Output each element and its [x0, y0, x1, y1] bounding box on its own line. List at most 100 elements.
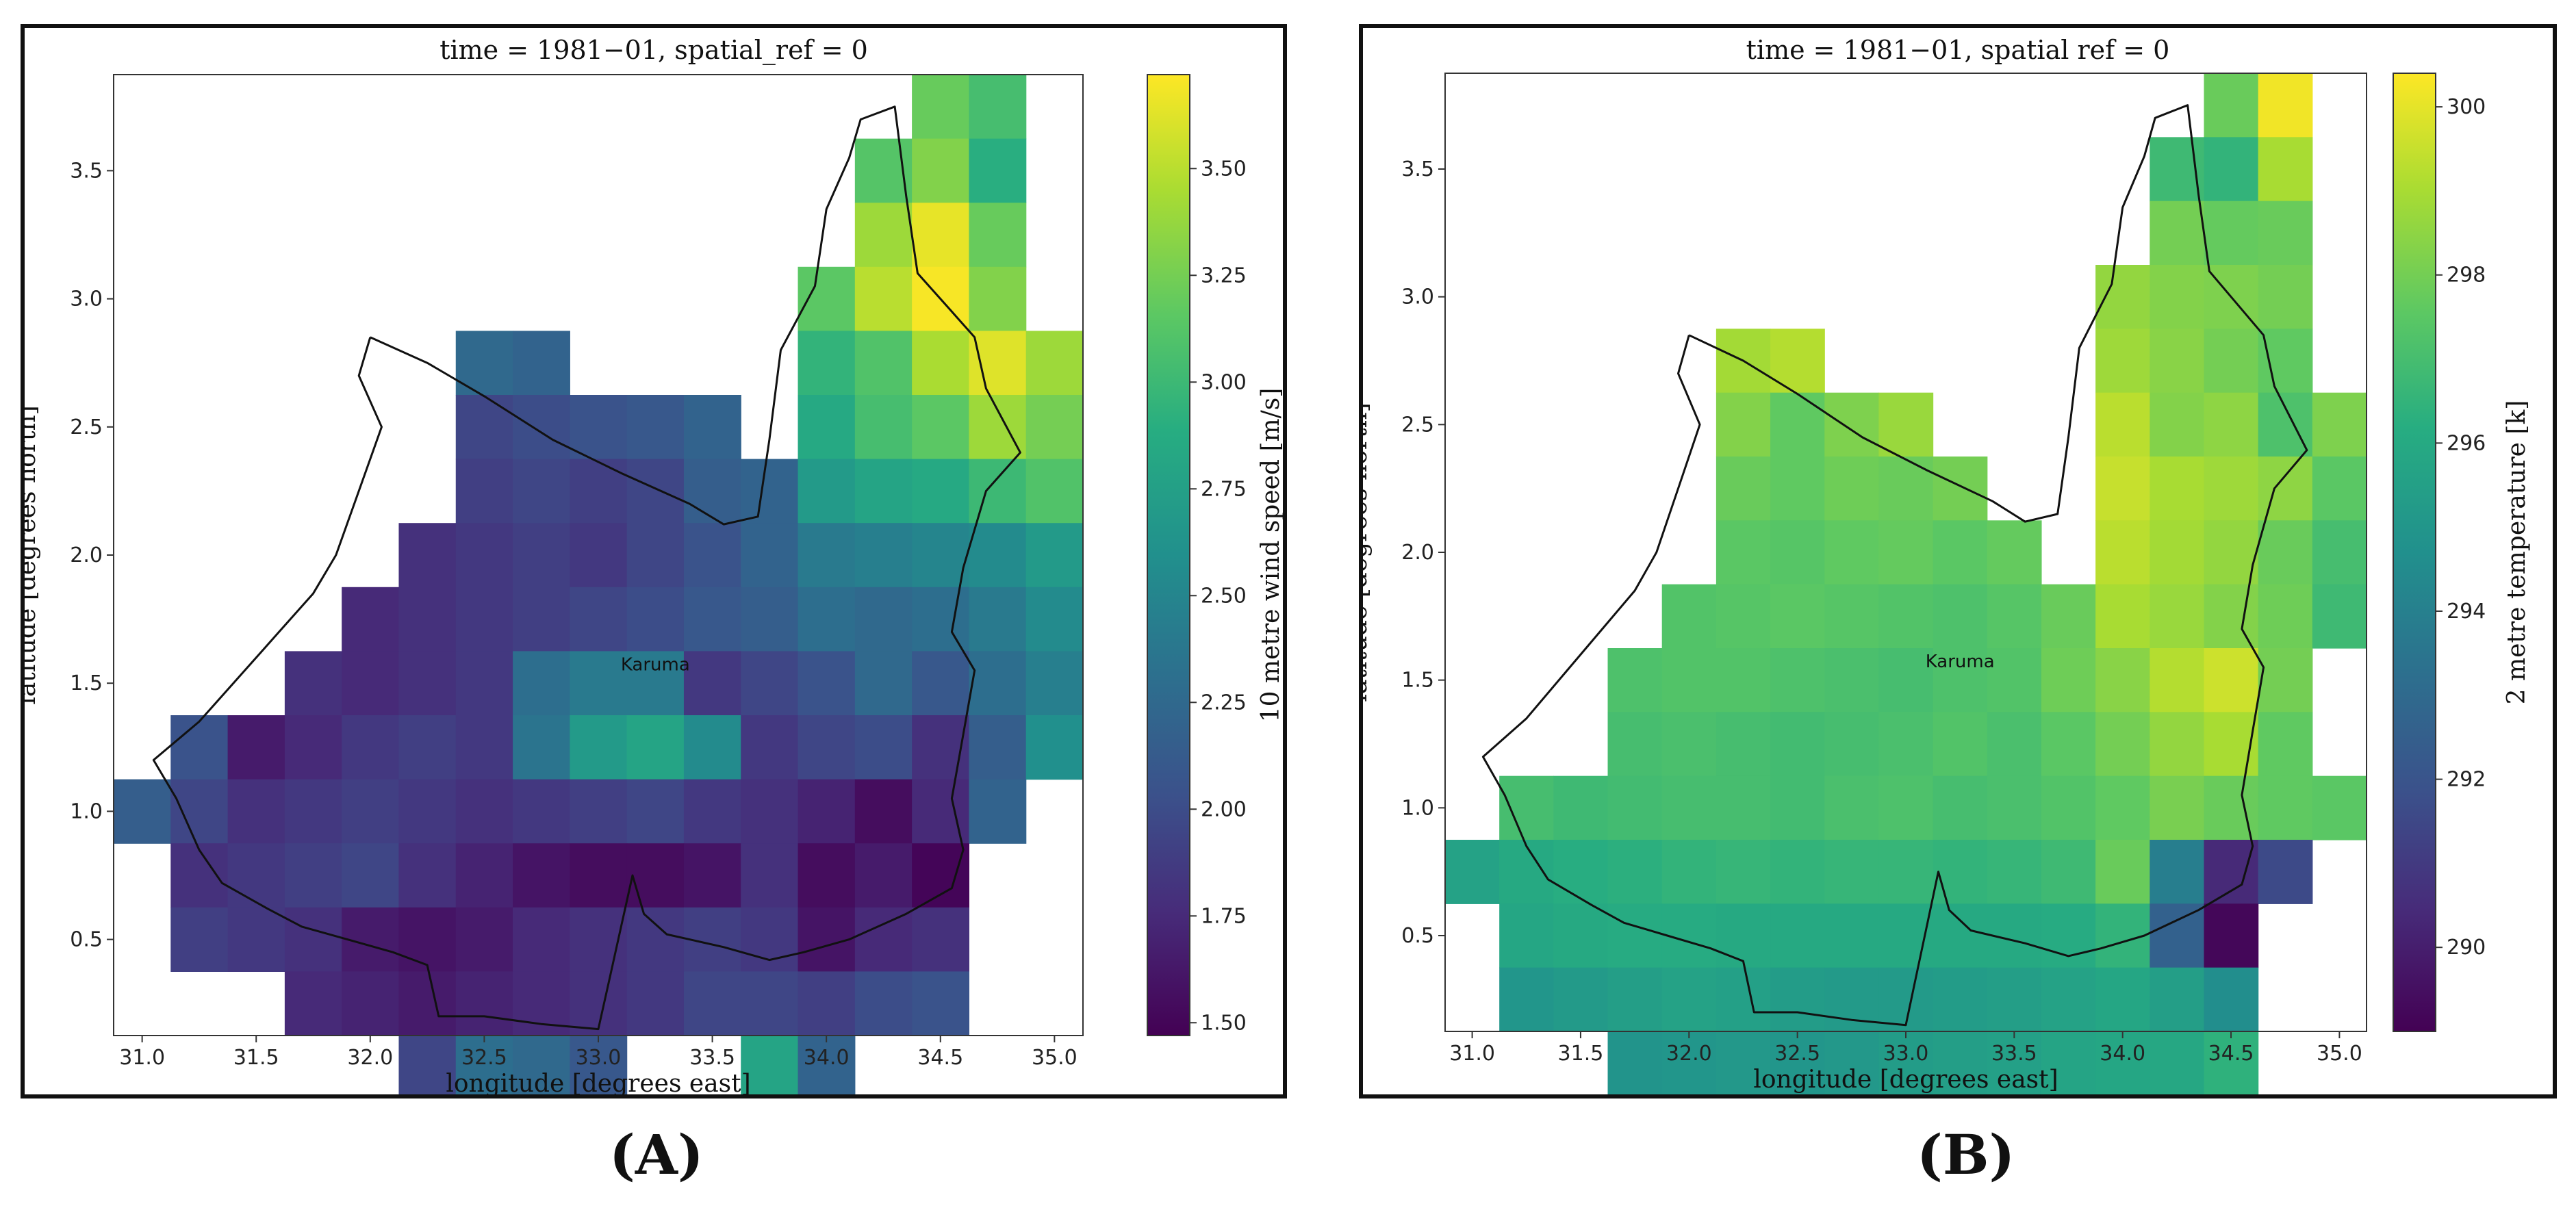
heat-cell [854, 395, 913, 460]
heat-cell [1824, 520, 1880, 585]
heat-cell [2150, 265, 2205, 329]
heat-cell [1661, 775, 1717, 840]
y-tick-label: 2.5 [70, 415, 103, 439]
heat-cell [1607, 648, 1663, 712]
heat-cell [1987, 712, 2042, 777]
heat-cell [2204, 903, 2259, 968]
heat-cell [398, 523, 457, 588]
heat-cell [1933, 520, 1988, 585]
heat-cell [2041, 648, 2096, 712]
colorbar-tick-label: 300 [2447, 95, 2486, 119]
panel-b-frame: time = 1981−01, spatial ref = 0 Karuma 31… [1359, 24, 2557, 1098]
heat-cell [912, 75, 970, 140]
heat-cell [1770, 840, 1825, 904]
heat-cell [912, 715, 970, 780]
heat-cell [1770, 775, 1825, 840]
heat-cell [912, 907, 970, 972]
heat-cell [342, 779, 400, 844]
heat-cell [1987, 967, 2042, 1032]
heat-cell [1878, 392, 1934, 457]
y-axis-label: latitude [degrees north] [25, 405, 41, 704]
heat-cell [284, 971, 342, 1036]
heat-cell [1716, 840, 1771, 904]
heat-cell [1878, 840, 1934, 904]
heat-cell [2312, 584, 2367, 649]
colorbar-tick-label: 290 [2447, 936, 2486, 960]
heat-cell [2258, 648, 2313, 712]
heat-cell [798, 651, 856, 716]
colorbar-tick-label: 1.50 [1201, 1011, 1247, 1035]
heat-cell [1824, 712, 1880, 777]
heat-cell [798, 779, 856, 844]
heat-cell [969, 138, 1027, 203]
heat-cell [2312, 457, 2367, 521]
heat-cell [455, 587, 513, 652]
heat-cell [798, 1036, 856, 1094]
heat-cell [2041, 1031, 2096, 1094]
colorbar-tick-label: 2.00 [1201, 797, 1247, 821]
heat-cell [1716, 967, 1771, 1032]
heat-cell [2258, 329, 2313, 394]
heat-cell [683, 523, 741, 588]
heat-cell [513, 843, 570, 908]
heat-cell [1878, 457, 1934, 521]
heat-cell [2204, 840, 2259, 904]
place-label-karuma: Karuma [621, 654, 690, 675]
cells-0 [114, 75, 1084, 1094]
heat-cell [2258, 265, 2313, 329]
heat-cell [912, 971, 970, 1036]
heat-cell [1553, 840, 1609, 904]
heat-cell [342, 587, 400, 652]
x-tick-label: 32.5 [461, 1046, 507, 1070]
heat-cell [513, 331, 570, 396]
heat-cell [2095, 329, 2150, 394]
heat-cell [626, 779, 685, 844]
heat-cell [2150, 201, 2205, 266]
heat-cell [1661, 712, 1717, 777]
heat-cell [513, 779, 570, 844]
heat-cell [1878, 648, 1934, 712]
heat-cell [1878, 584, 1934, 649]
heat-cell [1607, 967, 1663, 1032]
heat-cell [2258, 775, 2313, 840]
heat-cell [2204, 520, 2259, 585]
heat-cell [683, 779, 741, 844]
heat-cell [1824, 775, 1880, 840]
heat-cell [1933, 1031, 1988, 1094]
heat-cell [854, 203, 913, 268]
heat-cell [398, 907, 457, 972]
heat-cell [570, 651, 628, 716]
heat-cell [798, 971, 856, 1036]
heat-cell [626, 651, 685, 716]
heat-cell [854, 779, 913, 844]
heat-cell [2150, 648, 2205, 712]
heat-cell [513, 715, 570, 780]
heat-cell [683, 843, 741, 908]
x-tick-label: 31.0 [1449, 1042, 1495, 1066]
heat-cell [455, 907, 513, 972]
heat-cell [1716, 584, 1771, 649]
heat-cell [2204, 329, 2259, 394]
x-tick-label: 31.5 [233, 1046, 279, 1070]
heat-cell [342, 651, 400, 716]
heat-cell [741, 459, 799, 524]
heat-cell [854, 523, 913, 588]
heat-cell [1878, 1031, 1934, 1094]
heat-cell [1661, 1031, 1717, 1094]
heat-cell [1445, 840, 1500, 904]
colorbar-tick-label: 1.75 [1201, 904, 1247, 928]
heat-cell [570, 459, 628, 524]
heat-cell [398, 1036, 457, 1094]
heat-cell [1933, 712, 1988, 777]
x-tick-label: 34.5 [2208, 1042, 2254, 1066]
heat-cell [1824, 840, 1880, 904]
panel-letter-a: (A) [609, 1122, 704, 1187]
colorbar [2393, 73, 2436, 1032]
heat-cell [912, 331, 970, 396]
heat-cell [2312, 520, 2367, 585]
heat-cell [741, 523, 799, 588]
x-axis-label: longitude [degrees east] [1753, 1066, 2058, 1094]
heat-cell [398, 587, 457, 652]
heat-cell [2150, 520, 2205, 585]
cells-1 [1445, 73, 2367, 1094]
